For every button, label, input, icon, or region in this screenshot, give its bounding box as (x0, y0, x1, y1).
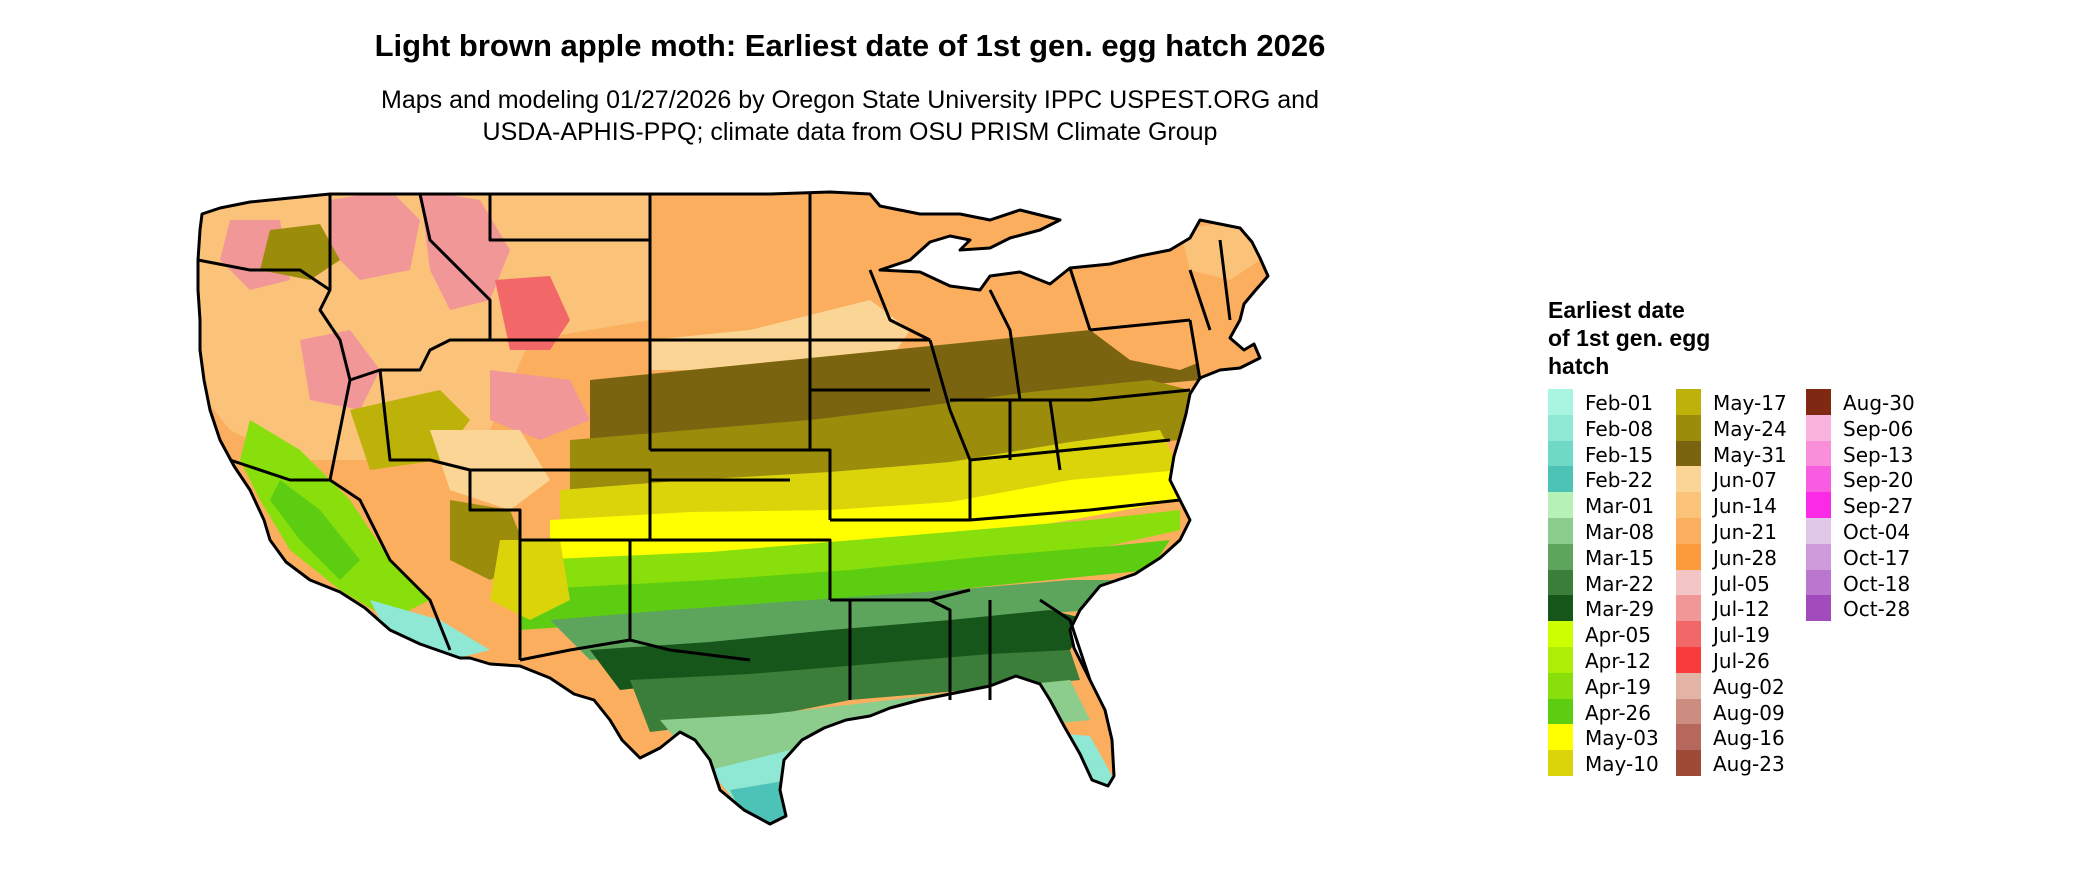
legend-swatch (1676, 647, 1701, 673)
legend-swatch (1548, 750, 1573, 777)
legend-swatch (1548, 621, 1573, 648)
legend-swatch (1548, 492, 1573, 519)
legend-swatch (1676, 389, 1701, 415)
legend-title-line-1: Earliest date (1548, 297, 1685, 323)
hatch-date-surface (198, 192, 1268, 824)
legend-label: Feb-08 (1585, 416, 1654, 441)
legend-swatch (1548, 543, 1573, 570)
legend-label: Feb-22 (1585, 468, 1654, 493)
legend-label: Aug-02 (1713, 674, 1785, 699)
legend-swatch (1676, 543, 1701, 570)
subtitle-line-2: USDA-APHIS-PPQ; climate data from OSU PR… (482, 118, 1218, 146)
legend-swatch (1548, 595, 1573, 622)
legend-label: Jul-12 (1713, 597, 1770, 622)
legend-label: Sep-13 (1843, 442, 1914, 467)
legend-swatch (1806, 440, 1831, 467)
legend-swatch (1806, 543, 1831, 570)
legend-label: Apr-12 (1585, 649, 1651, 673)
legend-label: Mar-01 (1585, 494, 1655, 519)
map-title: Light brown apple moth: Earliest date of… (374, 28, 1326, 63)
legend-swatch (1548, 389, 1573, 415)
legend-title-line-2: of 1st gen. egg (1548, 325, 1711, 351)
legend-label: Aug-23 (1713, 752, 1785, 777)
legend-swatch (1806, 595, 1831, 622)
legend-label: Jul-19 (1713, 623, 1770, 648)
legend-label: May-24 (1713, 416, 1787, 441)
legend-label: Sep-20 (1843, 468, 1914, 493)
legend-swatch (1806, 492, 1831, 519)
legend-swatch (1676, 440, 1701, 467)
subtitle-line-1: Maps and modeling 01/27/2026 by Oregon S… (381, 86, 1319, 114)
legend-label: Apr-05 (1585, 623, 1651, 648)
legend-swatch (1806, 518, 1831, 544)
legend-swatch (1548, 518, 1573, 544)
legend-label: Mar-22 (1585, 571, 1655, 596)
legend-title-line-3: hatch (1548, 353, 1610, 379)
legend-swatch (1806, 414, 1831, 441)
legend-swatch (1548, 647, 1573, 673)
legend-swatch (1548, 569, 1573, 596)
legend-label: Jun-21 (1713, 520, 1777, 544)
legend-label: Jun-14 (1713, 494, 1777, 519)
legend-label: Apr-26 (1585, 700, 1651, 725)
legend-swatch (1676, 414, 1701, 441)
legend-swatch (1548, 698, 1573, 725)
legend-label: Jul-26 (1713, 649, 1770, 673)
legend-swatch (1806, 389, 1831, 415)
legend-title: Earliest date of 1st gen. egg hatch (1548, 296, 1778, 380)
legend-label: Jun-07 (1713, 468, 1777, 493)
legend-label: Aug-16 (1713, 726, 1785, 751)
legend-swatch (1548, 414, 1573, 441)
map-subtitle: Maps and modeling 01/27/2026 by Oregon S… (330, 84, 1370, 148)
legend-swatch (1676, 595, 1701, 622)
state-borders (196, 190, 1270, 826)
legend-label: Mar-15 (1585, 545, 1655, 570)
legend-swatch (1676, 698, 1701, 725)
legend-label: Mar-29 (1585, 597, 1655, 622)
legend-label: Feb-01 (1585, 391, 1654, 415)
legend-swatch (1806, 466, 1831, 493)
legend-label: Apr-19 (1585, 674, 1651, 699)
legend-label: Aug-09 (1713, 700, 1785, 725)
legend-label: May-31 (1713, 442, 1787, 467)
legend-swatch (1676, 492, 1701, 519)
legend-swatch (1676, 750, 1701, 777)
legend-label: Sep-06 (1843, 416, 1914, 441)
legend-swatch (1806, 569, 1831, 596)
legend-label: May-17 (1713, 391, 1787, 415)
legend-swatch (1548, 466, 1573, 493)
legend-label: Sep-27 (1843, 494, 1914, 519)
legend-swatch (1676, 621, 1701, 648)
legend-label: May-03 (1585, 726, 1659, 751)
legend-swatch (1676, 569, 1701, 596)
legend-label: Feb-15 (1585, 442, 1654, 467)
legend-label: Aug-30 (1843, 391, 1915, 415)
legend-label: Jul-05 (1713, 571, 1770, 596)
us-map (196, 190, 1270, 826)
legend-swatch (1548, 440, 1573, 467)
legend-label: May-10 (1585, 752, 1659, 777)
legend-label: Oct-28 (1843, 597, 1911, 622)
legend-swatch (1676, 466, 1701, 493)
legend-swatch (1676, 518, 1701, 544)
legend-label: Jun-28 (1713, 545, 1777, 570)
legend-label: Oct-18 (1843, 571, 1911, 596)
legend-label: Oct-17 (1843, 545, 1911, 570)
legend-label: Oct-04 (1843, 520, 1911, 544)
legend-swatch (1548, 672, 1573, 699)
legend-swatch (1676, 724, 1701, 751)
legend-swatch (1548, 724, 1573, 751)
legend-swatch (1676, 672, 1701, 699)
legend-label: Mar-08 (1585, 520, 1655, 544)
